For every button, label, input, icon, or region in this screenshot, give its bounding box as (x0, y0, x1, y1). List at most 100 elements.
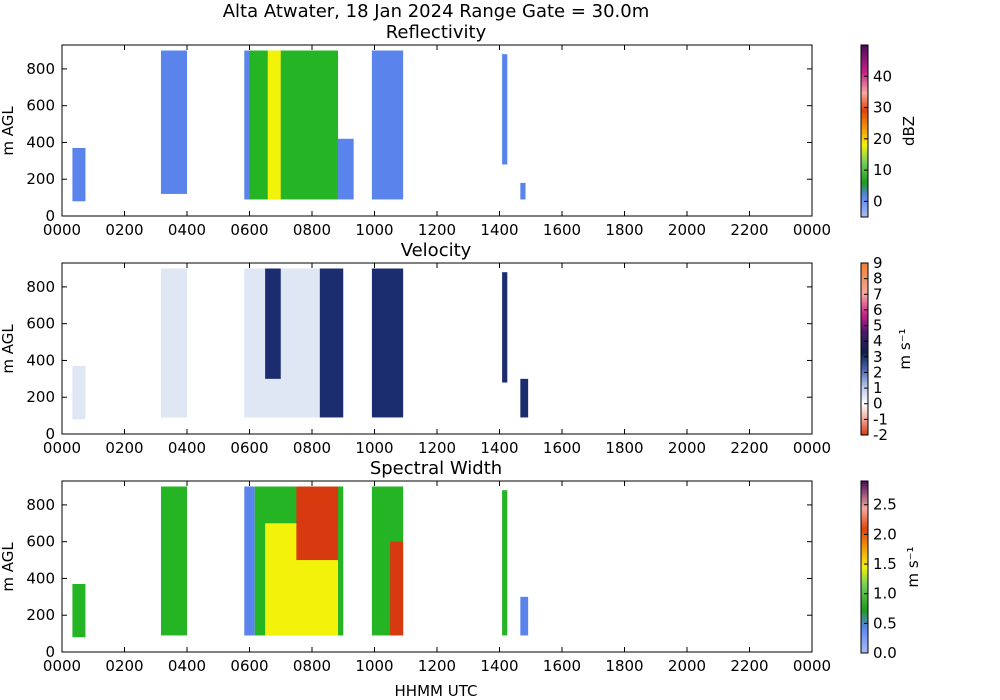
reflectivity-y-tick-label: 0 (45, 207, 55, 225)
spectral-width-x-tick-label: 0200 (105, 657, 143, 675)
spectral-width-colorbar-tick-label: 0.0 (873, 644, 897, 662)
reflectivity-y-label: m AGL (0, 106, 17, 156)
spectral-width-colorbar-label: m s⁻¹ (904, 546, 922, 587)
velocity-colorbar-tick-label: 8 (873, 270, 883, 288)
spectral-width-colorbar (860, 480, 869, 654)
spectral-width-x-tick-label: 0000 (793, 657, 831, 675)
velocity-x-tick-label: 0400 (168, 439, 206, 457)
spectral-width-y-tick-label: 200 (26, 606, 55, 624)
spectral-width-x-tick-label: 0400 (168, 657, 206, 675)
reflectivity-y-tick-label: 400 (26, 133, 55, 151)
spectral-width-echo-region (520, 596, 529, 636)
spectral-width-x-tick-label: 1600 (543, 657, 581, 675)
reflectivity-x-tick-label: 1800 (605, 221, 643, 239)
figure-suptitle: Alta Atwater, 18 Jan 2024 Range Gate = 3… (223, 1, 650, 22)
velocity-x-tick-label: 1800 (605, 439, 643, 457)
reflectivity-x-tick-label: 0000 (793, 221, 831, 239)
reflectivity-title: Reflectivity (386, 22, 487, 43)
reflectivity-colorbar-tick-label: 0 (873, 192, 883, 210)
reflectivity-y-tick-label: 600 (26, 97, 55, 115)
spectral-width-x-tick-label: 1400 (480, 657, 518, 675)
x-axis-label: HHMM UTC (395, 682, 478, 700)
velocity-echo-region (265, 268, 281, 379)
spectral-width-panel: Spectral Width 0000 0200 0400 0600 0800 1000 1… (0, 458, 922, 675)
velocity-x-tick-label: 0000 (793, 439, 831, 457)
velocity-y-tick-label: 200 (26, 388, 55, 406)
spectral-width-x-tick-label: 0600 (230, 657, 268, 675)
reflectivity-x-tick-label: 1400 (480, 221, 518, 239)
spectral-width-y-tick-label: 800 (26, 496, 55, 514)
spectral-width-y-ticks: 0 200 400 600 800 (26, 496, 812, 661)
velocity-colorbar-tick-label: 4 (873, 332, 883, 350)
reflectivity-colorbar-tick-label: 20 (873, 130, 892, 148)
reflectivity-colorbar-tick-label: 40 (873, 67, 892, 85)
reflectivity-echo-region (371, 50, 404, 200)
spectral-width-colorbar-tick-label: 1.5 (873, 555, 897, 573)
spectral-width-y-label: m AGL (0, 542, 17, 592)
spectral-width-echo-region (244, 486, 255, 636)
reflectivity-echo-region (267, 50, 281, 200)
velocity-x-tick-label: 1000 (355, 439, 393, 457)
reflectivity-x-tick-label: 2200 (730, 221, 768, 239)
reflectivity-x-tick-label: 0000 (43, 221, 81, 239)
spectral-width-title: Spectral Width (370, 458, 502, 479)
velocity-echo-region (371, 268, 404, 418)
spectral-width-echo-region (502, 490, 508, 636)
velocity-x-tick-label: 0800 (293, 439, 331, 457)
reflectivity-panel: Reflectivity 0000 0200 0400 0600 0800 1000 120… (0, 22, 918, 239)
spectral-width-colorbar-tick-label: 0.5 (873, 614, 897, 632)
velocity-colorbar-tick-label: -2 (873, 426, 888, 444)
velocity-x-tick-label: 0600 (230, 439, 268, 457)
velocity-y-ticks: 0 200 400 600 800 (26, 278, 812, 443)
spectral-width-echo-region (160, 486, 187, 636)
reflectivity-echo-region (338, 138, 354, 200)
spectral-width-echo-region (72, 583, 86, 638)
spectral-width-x-tick-label: 2200 (730, 657, 768, 675)
spectral-width-y-tick-label: 0 (45, 643, 55, 661)
spectral-width-colorbar-tick-label: 2.5 (873, 496, 897, 514)
velocity-x-tick-label: 2200 (730, 439, 768, 457)
reflectivity-echo-region (249, 50, 339, 200)
reflectivity-colorbar-tick-label: 30 (873, 99, 892, 117)
spectral-width-colorbar-ticks: 0.0 0.5 1.0 1.5 2.0 2.5 (864, 496, 897, 662)
velocity-colorbar-tick-label: 3 (873, 348, 883, 366)
reflectivity-x-tick-label: 1200 (418, 221, 456, 239)
velocity-echo-region (520, 378, 529, 418)
velocity-x-tick-label: 1200 (418, 439, 456, 457)
velocity-colorbar-tick-label: 6 (873, 301, 883, 319)
reflectivity-x-tick-label: 1000 (355, 221, 393, 239)
reflectivity-x-tick-label: 0600 (230, 221, 268, 239)
velocity-y-label: m AGL (0, 324, 17, 374)
reflectivity-x-tick-label: 1600 (543, 221, 581, 239)
reflectivity-echo-region (244, 50, 253, 200)
spectral-width-x-tick-label: 1200 (418, 657, 456, 675)
spectral-width-y-tick-label: 400 (26, 569, 55, 587)
reflectivity-x-tick-label: 2000 (668, 221, 706, 239)
reflectivity-echo-region (520, 182, 526, 200)
reflectivity-y-ticks: 0 200 400 600 800 (26, 60, 812, 225)
velocity-echo-regions (72, 268, 529, 420)
velocity-title: Velocity (401, 240, 472, 261)
velocity-colorbar-tick-label: 2 (873, 363, 883, 381)
reflectivity-x-tick-label: 0400 (168, 221, 206, 239)
spectral-width-echo-regions (72, 486, 529, 638)
velocity-x-tick-label: 1600 (543, 439, 581, 457)
velocity-x-tick-label: 1400 (480, 439, 518, 457)
velocity-colorbar-tick-label: 9 (873, 254, 883, 272)
velocity-echo-region (72, 365, 86, 420)
velocity-colorbar-tick-label: 1 (873, 379, 883, 397)
velocity-x-ticks: 0000 0200 0400 0600 0800 1000 1200 1400 1600 1800… (43, 263, 831, 457)
reflectivity-echo-region (502, 54, 508, 165)
reflectivity-echo-region (160, 50, 187, 194)
reflectivity-x-tick-label: 0200 (105, 221, 143, 239)
velocity-colorbar-label: m s⁻¹ (896, 328, 914, 369)
velocity-y-tick-label: 600 (26, 315, 55, 333)
spectral-width-y-tick-label: 600 (26, 533, 55, 551)
reflectivity-x-ticks: 0000 0200 0400 0600 0800 1000 1200 1400 1600 1800… (43, 45, 831, 239)
velocity-echo-region (160, 268, 187, 418)
velocity-y-tick-label: 400 (26, 351, 55, 369)
velocity-colorbar-tick-label: 5 (873, 317, 883, 335)
spectral-width-echo-region (390, 541, 404, 636)
